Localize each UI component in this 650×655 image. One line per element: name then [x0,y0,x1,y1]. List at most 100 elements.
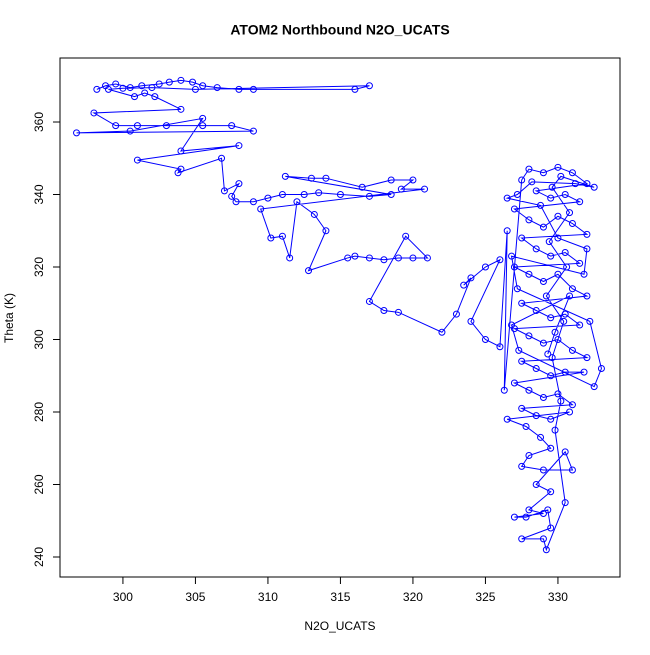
y-tick-label: 320 [32,257,46,277]
data-point [336,191,344,199]
y-tick-label: 280 [32,402,46,422]
data-point [522,422,530,430]
data-point [199,82,207,90]
data-point [557,397,565,405]
data-point [518,462,526,470]
data-point [554,212,562,220]
x-tick-label: 325 [475,590,495,604]
data-point [525,506,533,514]
data-point [510,205,518,213]
data-point [566,209,574,217]
data-point [264,194,272,202]
data-point [510,263,518,271]
data-point [554,336,562,344]
data-point [539,393,547,401]
data-point [532,187,540,195]
data-point [199,114,207,122]
x-tick-label: 320 [403,590,423,604]
data-point [580,270,588,278]
x-tick-label: 330 [548,590,568,604]
data-point [409,176,417,184]
data-point [561,448,569,456]
data-point [148,84,156,92]
data-point [278,191,286,199]
data-point [544,506,552,514]
data-point [547,314,555,322]
data-point [177,147,185,155]
data-point [293,198,301,206]
data-point [547,252,555,260]
data-point [532,365,540,373]
data-point [547,444,555,452]
data-point [539,466,547,474]
data-point [532,412,540,420]
data-point [561,249,569,257]
data-point [557,172,565,180]
data-point [402,232,410,240]
data-point [452,310,460,318]
data-point [218,154,226,162]
data-point [554,163,562,171]
data-point [228,122,236,130]
data-point [281,172,289,180]
data-point [267,234,275,242]
data-point [104,85,112,93]
data-point [508,252,516,260]
data-point [563,263,571,271]
data-point [394,308,402,316]
data-point [532,480,540,488]
data-point [547,372,555,380]
data-point [189,78,197,86]
data-point [518,176,526,184]
data-point [126,127,134,135]
data-point [518,404,526,412]
data-point [583,245,591,253]
data-point [590,383,598,391]
data-point [322,174,330,182]
data-point [542,546,550,554]
data-point [307,174,315,182]
data-point [133,122,141,130]
data-point [228,192,236,200]
data-point [580,368,588,376]
data-point [162,122,170,130]
data-point [380,256,388,264]
data-point [566,408,574,416]
data-point [305,267,313,275]
data-point [421,185,429,193]
data-point [561,368,569,376]
data-point [138,82,146,90]
data-point [73,129,81,137]
data-point [554,234,562,242]
data-point [554,390,562,398]
data-point [351,252,359,260]
data-point [300,191,308,199]
data-point [409,254,417,262]
data-point [90,109,98,117]
data-point [365,297,373,305]
data-point [568,346,576,354]
data-point [576,198,584,206]
data-point [126,84,134,92]
data-point [199,122,207,130]
data-point [568,466,576,474]
data-point [165,78,173,86]
data-point [496,343,504,351]
data-point [358,183,366,191]
data-point [119,84,127,92]
data-point [539,535,547,543]
y-tick-label: 300 [32,329,46,349]
data-point [467,317,475,325]
x-tick-label: 315 [330,590,350,604]
data-point [397,185,405,193]
data-point [112,80,120,88]
data-point [257,205,265,213]
data-point [515,346,523,354]
data-point [525,386,533,394]
data-point [481,336,489,344]
data-point [537,201,545,209]
data-point [583,354,591,362]
data-point [249,127,257,135]
data-point [568,169,576,177]
data-point [539,169,547,177]
